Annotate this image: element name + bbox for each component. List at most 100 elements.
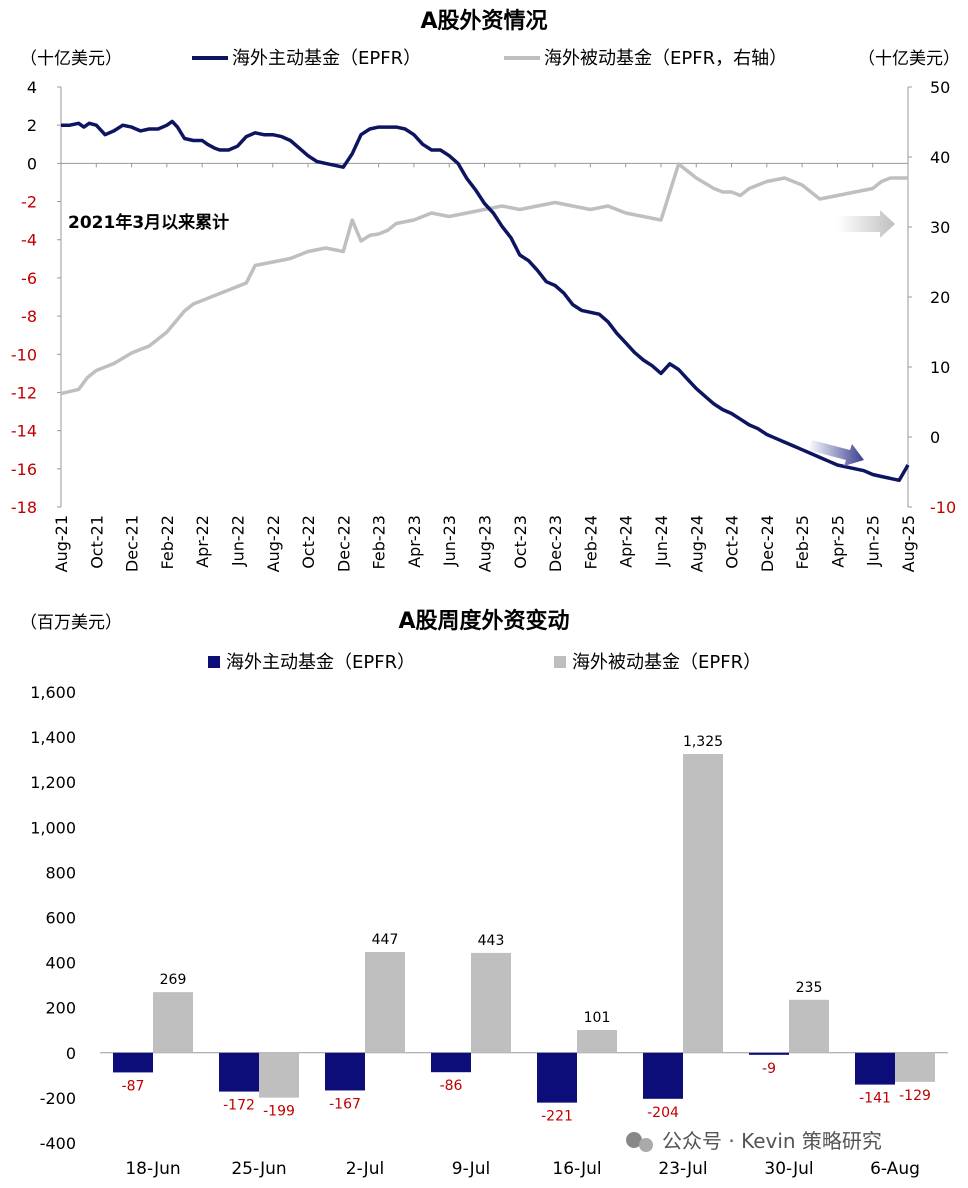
y-left-tick-label: -8 <box>21 307 37 326</box>
series-line-passive <box>60 162 908 396</box>
x-tick-label: Oct-22 <box>299 515 318 569</box>
y-right-tick-label: 20 <box>930 288 950 307</box>
x-tick-label: Aug-25 <box>899 515 918 572</box>
bar-data-label: -87 <box>122 1078 145 1094</box>
top-chart-title: A股外资情况 <box>420 8 547 34</box>
bar-active <box>537 1052 577 1103</box>
top-right-unit: （十亿美元） <box>858 49 960 69</box>
bar-passive <box>789 999 829 1053</box>
bar-y-tick-label: -200 <box>40 1089 76 1108</box>
y-left-tick-label: -4 <box>21 231 37 250</box>
bar-y-tick-label: 1,200 <box>30 773 76 792</box>
y-left-tick-label: 0 <box>27 154 37 173</box>
bottom-chart-title: A股周度外资变动 <box>398 608 569 634</box>
x-tick-label: Oct-24 <box>723 515 742 569</box>
y-left-tick-label: -16 <box>11 460 37 479</box>
bar-active <box>431 1052 471 1073</box>
bar-x-category-label: 16-Jul <box>552 1159 601 1179</box>
legend-label-bar-active: 海外主动基金（EPFR） <box>226 652 415 673</box>
bar-x-category-label: 18-Jun <box>125 1159 180 1179</box>
x-tick-label: Apr-24 <box>617 515 636 568</box>
bar-x-category-label: 2-Jul <box>346 1159 384 1179</box>
bar-data-label: -86 <box>440 1078 463 1094</box>
bar-data-label: -172 <box>223 1098 255 1114</box>
cumulative-annotation: 2021年3月以来累计 <box>68 212 229 233</box>
bar-x-category-label: 23-Jul <box>658 1159 707 1179</box>
wechat-icon-small <box>639 1138 653 1152</box>
bar-x-category-label: 25-Jun <box>231 1159 286 1179</box>
bar-passive <box>471 952 511 1053</box>
bar-data-label: -199 <box>263 1104 295 1120</box>
bottom-bars: -87 269 -172 -199 -167 447 -86 443 -221 101 -204 1,… <box>113 734 935 1125</box>
x-tick-label: Aug-21 <box>52 515 71 572</box>
bar-data-label: -9 <box>762 1061 776 1077</box>
top-left-unit: （十亿美元） <box>20 49 122 69</box>
bar-active <box>855 1052 895 1085</box>
bar-y-tick-label: 1,000 <box>30 818 76 837</box>
bar-data-label: -141 <box>859 1091 891 1107</box>
x-tick-label: Aug-24 <box>687 515 706 572</box>
x-tick-label: Aug-22 <box>264 515 283 572</box>
x-tick-label: Dec-22 <box>334 515 353 572</box>
bar-data-label: 101 <box>584 1010 611 1026</box>
bar-passive <box>895 1052 935 1082</box>
bar-passive <box>683 754 723 1053</box>
x-tick-label: Feb-23 <box>370 515 389 569</box>
bar-data-label: 447 <box>372 932 399 948</box>
bar-y-tick-label: 800 <box>45 863 76 882</box>
y-right-tick-label: 0 <box>930 428 940 447</box>
y-right-tick-label: -10 <box>930 498 956 517</box>
x-tick-label: Oct-21 <box>87 515 106 569</box>
y-right-tick-label: 30 <box>930 218 950 237</box>
x-tick-label: Feb-22 <box>158 515 177 569</box>
series-line-active <box>61 119 910 483</box>
y-left-tick-label: 2 <box>27 116 37 135</box>
bar-passive <box>365 952 405 1053</box>
legend-swatch-bar-active <box>208 656 220 668</box>
bar-y-tick-label: 200 <box>45 999 76 1018</box>
y-left-tick-label: -6 <box>21 269 37 288</box>
x-tick-label: Dec-21 <box>123 515 142 572</box>
bar-active <box>749 1052 789 1055</box>
wechat-icon <box>626 1132 642 1148</box>
x-tick-label: Aug-23 <box>476 515 495 572</box>
bar-x-category-label: 6-Aug <box>870 1159 920 1179</box>
bar-active <box>219 1052 259 1092</box>
bottom-axes: -400 -200 0 200 400 600 800 1,000 1,200 1,400 1,60… <box>30 683 948 1179</box>
x-tick-label: Feb-24 <box>581 515 600 569</box>
top-series <box>60 119 910 483</box>
x-tick-label: Apr-25 <box>828 515 847 568</box>
bar-y-tick-label: -400 <box>40 1134 76 1153</box>
bottom-unit: （百万美元） <box>20 613 122 633</box>
y-left-tick-label: -10 <box>11 345 37 364</box>
bar-x-category-label: 9-Jul <box>452 1159 490 1179</box>
bar-active <box>113 1052 153 1073</box>
bar-data-label: -221 <box>541 1109 573 1125</box>
x-tick-label: Jun-23 <box>440 515 459 567</box>
right-axis-arrow-icon <box>838 210 895 238</box>
bar-data-label: 1,325 <box>683 734 723 750</box>
bar-data-label: 235 <box>796 980 823 996</box>
y-right-tick-label: 50 <box>930 78 950 97</box>
y-right-tick-label: 40 <box>930 148 950 167</box>
bar-y-tick-label: 600 <box>45 909 76 928</box>
bar-data-label: 443 <box>478 933 505 949</box>
left-axis-arrow-icon <box>808 440 864 466</box>
watermark: 公众号 · Kevin 策略研究 <box>626 1129 882 1153</box>
y-left-tick-label: -14 <box>11 422 37 441</box>
bar-data-label: 269 <box>160 972 187 988</box>
bar-passive <box>259 1052 299 1098</box>
x-tick-label: Dec-23 <box>546 515 565 572</box>
bottom-bar-chart: A股周度外资变动 （百万美元） 海外主动基金（EPFR） 海外被动基金（EPFR… <box>20 608 948 1179</box>
top-axes: -18 -16 -14 -12 -10 -8 -6 -4 -2 0 2 4 -10 0 10 20 30 40 50… <box>11 78 956 572</box>
legend-label-bar-passive: 海外被动基金（EPFR） <box>572 652 761 673</box>
x-tick-label: Apr-22 <box>193 515 212 568</box>
watermark-text: 公众号 · Kevin 策略研究 <box>662 1129 882 1153</box>
bar-passive <box>153 992 193 1053</box>
x-tick-label: Jun-22 <box>228 515 247 567</box>
x-tick-label: Jun-24 <box>652 515 671 567</box>
bar-x-category-label: 30-Jul <box>764 1159 813 1179</box>
legend-label-active: 海外主动基金（EPFR） <box>232 48 421 69</box>
